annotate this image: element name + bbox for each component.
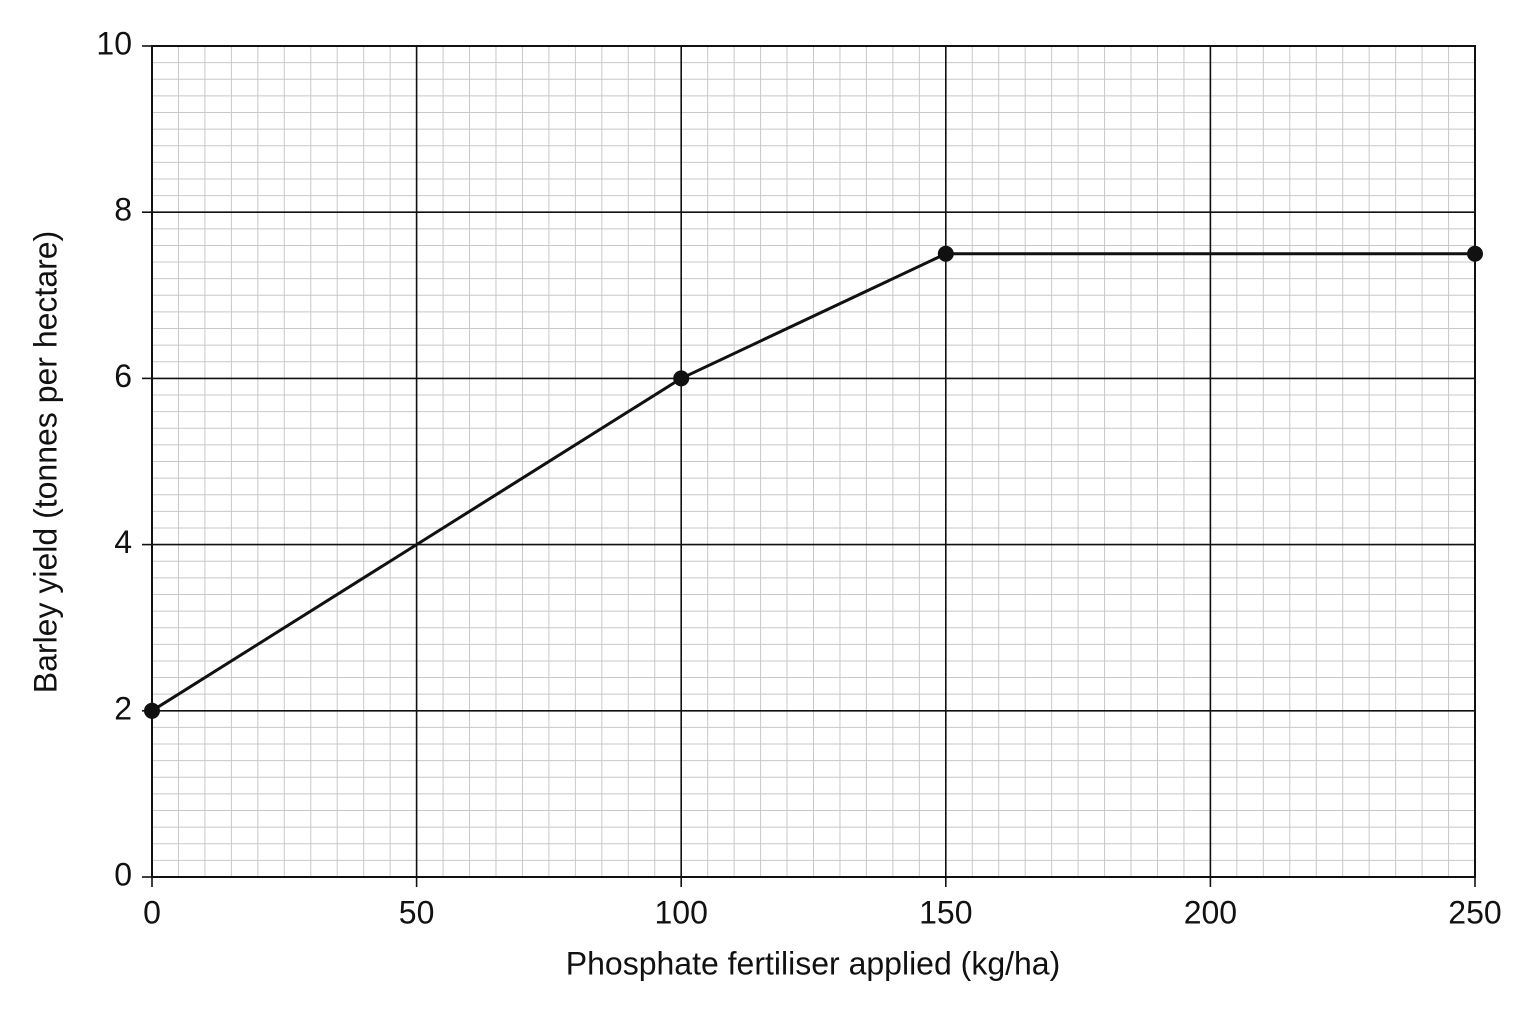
- y-tick-label: 10: [96, 25, 132, 61]
- x-tick-label: 100: [655, 894, 708, 930]
- plot-frame: [151, 45, 1476, 878]
- x-tick-label: 250: [1448, 894, 1501, 930]
- x-tick-label: 150: [919, 894, 972, 930]
- data-point: [673, 370, 690, 387]
- y-tick-label: 2: [114, 690, 132, 726]
- x-axis-label: Phosphate fertiliser applied (kg/ha): [566, 945, 1061, 981]
- data-point: [937, 245, 954, 262]
- y-axis-label: Barley yield (tonnes per hectare): [27, 231, 63, 693]
- y-tick-label: 0: [114, 856, 132, 892]
- x-tick-label: 50: [399, 894, 435, 930]
- x-tick-label: 200: [1184, 894, 1237, 930]
- x-tick-label: 0: [143, 894, 161, 930]
- data-line: [151, 252, 1475, 713]
- data-point: [1467, 245, 1483, 262]
- y-tick-label: 4: [114, 524, 132, 560]
- data-point: [144, 702, 160, 719]
- y-tick-label: 6: [114, 358, 132, 394]
- y-tick-label: 8: [114, 192, 132, 228]
